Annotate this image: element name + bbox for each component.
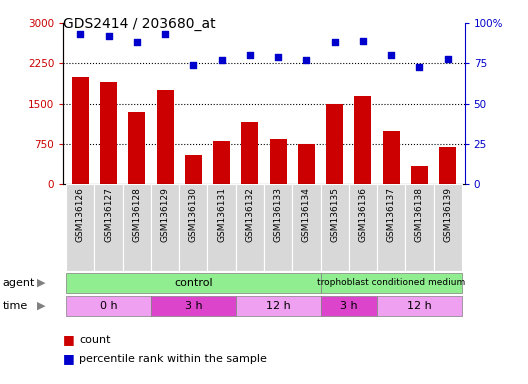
Bar <box>66 273 320 293</box>
Bar <box>439 147 456 184</box>
Bar <box>320 296 377 316</box>
Text: GSM136136: GSM136136 <box>359 187 367 242</box>
Text: GDS2414 / 203680_at: GDS2414 / 203680_at <box>63 17 216 31</box>
Bar <box>72 77 89 184</box>
Bar <box>270 139 287 184</box>
Bar <box>326 104 343 184</box>
Bar <box>213 141 230 184</box>
Text: GSM136137: GSM136137 <box>386 187 395 242</box>
Text: GSM136132: GSM136132 <box>246 187 254 242</box>
Point <box>218 57 226 63</box>
Bar <box>122 184 151 271</box>
Point <box>76 31 84 37</box>
Bar <box>433 184 462 271</box>
Bar <box>95 184 122 271</box>
Bar <box>264 184 293 271</box>
Text: 12 h: 12 h <box>407 301 432 311</box>
Bar <box>298 144 315 184</box>
Text: GSM136129: GSM136129 <box>161 187 169 242</box>
Bar <box>320 273 462 293</box>
Bar <box>157 90 174 184</box>
Text: control: control <box>174 278 213 288</box>
Text: agent: agent <box>3 278 35 288</box>
Point <box>444 55 452 61</box>
Point <box>359 38 367 44</box>
Text: 12 h: 12 h <box>266 301 290 311</box>
Bar <box>377 296 462 316</box>
Text: GSM136133: GSM136133 <box>274 187 282 242</box>
Text: GSM136127: GSM136127 <box>104 187 113 242</box>
Text: count: count <box>79 335 111 345</box>
Text: trophoblast conditioned medium: trophoblast conditioned medium <box>317 278 465 287</box>
Point <box>133 39 141 45</box>
Bar <box>66 296 151 316</box>
Point <box>161 31 169 37</box>
Bar <box>235 296 320 316</box>
Point <box>274 54 282 60</box>
Bar <box>128 112 145 184</box>
Bar <box>151 184 179 271</box>
Text: GSM136135: GSM136135 <box>330 187 339 242</box>
Bar <box>349 184 377 271</box>
Text: GSM136134: GSM136134 <box>302 187 311 242</box>
Bar <box>100 82 117 184</box>
Text: GSM136130: GSM136130 <box>189 187 198 242</box>
Bar <box>293 184 320 271</box>
Text: 3 h: 3 h <box>340 301 357 311</box>
Text: GSM136131: GSM136131 <box>217 187 226 242</box>
Point <box>387 52 395 58</box>
Text: time: time <box>3 301 28 311</box>
Bar <box>320 184 349 271</box>
Point <box>302 57 310 63</box>
Bar <box>179 184 208 271</box>
Point <box>331 39 339 45</box>
Text: ■: ■ <box>63 353 75 366</box>
Text: GSM136139: GSM136139 <box>443 187 452 242</box>
Text: ■: ■ <box>63 333 75 346</box>
Bar <box>208 184 235 271</box>
Text: 0 h: 0 h <box>100 301 117 311</box>
Bar <box>383 131 400 184</box>
Point <box>189 62 197 68</box>
Point <box>415 63 423 70</box>
Bar <box>241 122 258 184</box>
Bar <box>377 184 406 271</box>
Text: GSM136128: GSM136128 <box>133 187 142 242</box>
Point <box>246 52 254 58</box>
Text: 3 h: 3 h <box>185 301 202 311</box>
Bar <box>406 184 433 271</box>
Bar <box>235 184 264 271</box>
Point <box>105 33 113 39</box>
Bar <box>151 296 235 316</box>
Text: ▶: ▶ <box>37 278 45 288</box>
Bar <box>66 184 95 271</box>
Bar <box>411 166 428 184</box>
Bar <box>185 155 202 184</box>
Text: percentile rank within the sample: percentile rank within the sample <box>79 354 267 364</box>
Text: ▶: ▶ <box>37 301 45 311</box>
Bar <box>354 96 371 184</box>
Text: GSM136138: GSM136138 <box>415 187 424 242</box>
Text: GSM136126: GSM136126 <box>76 187 85 242</box>
